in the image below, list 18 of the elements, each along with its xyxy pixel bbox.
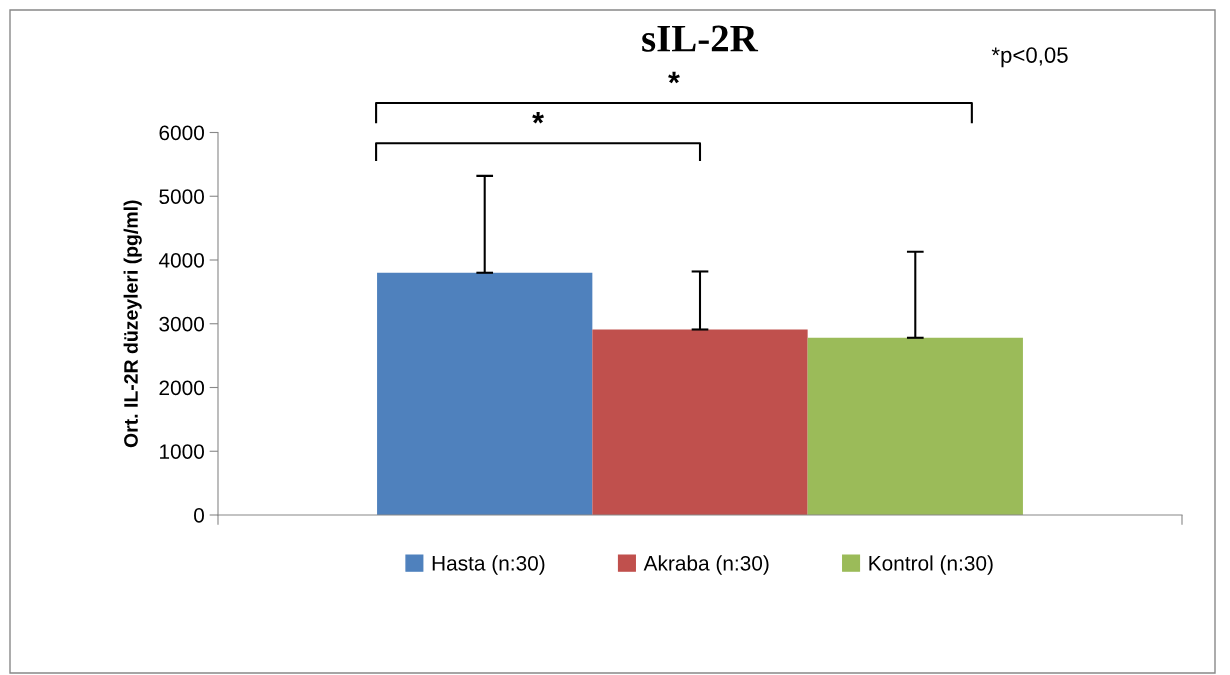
text: * bbox=[532, 112, 544, 124]
y-tick-label: 4000 bbox=[158, 253, 204, 268]
y-axis-title: Ort. IL-2R düzeyleri (pg/ml) bbox=[123, 200, 142, 448]
y-tick-label: 5000 bbox=[159, 189, 204, 204]
y-tick-label: 1000 bbox=[160, 444, 204, 459]
legend-label: Akraba (n:30) bbox=[643, 555, 769, 575]
chart-title: sIL-2R bbox=[642, 25, 759, 52]
bar bbox=[807, 337, 1023, 515]
text: * bbox=[668, 71, 680, 84]
legend-label: Kontrol (n:30) bbox=[869, 555, 993, 575]
bar bbox=[377, 272, 593, 515]
y-tick-label: 3000 bbox=[159, 316, 204, 332]
legend-label: Hasta (n:30) bbox=[432, 555, 545, 575]
y-tick-label: 6000 bbox=[159, 125, 204, 141]
bar bbox=[592, 329, 808, 515]
text: *p<0,05 bbox=[991, 47, 1068, 68]
y-tick-label: 0 bbox=[194, 508, 204, 523]
y-tick-label: 2000 bbox=[159, 380, 204, 396]
